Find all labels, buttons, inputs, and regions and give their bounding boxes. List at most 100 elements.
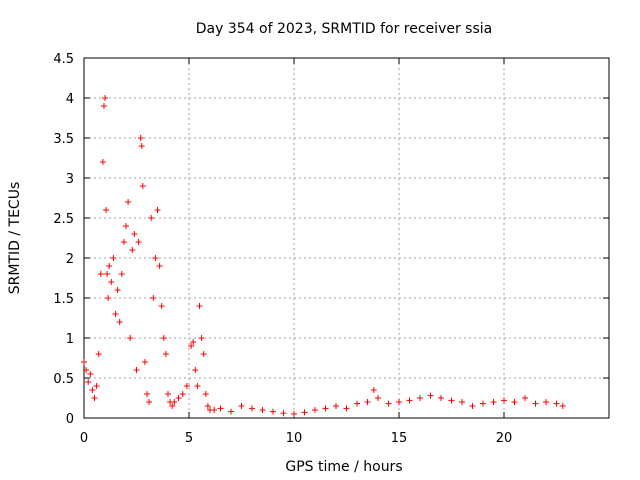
data-point bbox=[448, 397, 455, 404]
data-point bbox=[190, 339, 197, 345]
data-point bbox=[95, 351, 102, 357]
data-point bbox=[118, 271, 125, 277]
data-point bbox=[183, 383, 190, 389]
data-point bbox=[198, 335, 205, 341]
data-point bbox=[141, 359, 148, 365]
y-tick-label: 4.5 bbox=[53, 52, 74, 67]
data-point bbox=[194, 383, 201, 389]
data-point bbox=[322, 405, 329, 412]
data-point bbox=[97, 271, 104, 277]
data-point bbox=[137, 135, 144, 141]
data-point bbox=[154, 207, 161, 213]
data-point bbox=[81, 359, 87, 365]
data-point bbox=[301, 409, 308, 416]
data-point bbox=[543, 399, 549, 405]
data-point bbox=[188, 343, 195, 349]
data-point bbox=[103, 207, 110, 213]
data-point bbox=[211, 407, 218, 413]
data-point bbox=[501, 397, 507, 404]
data-point bbox=[125, 199, 132, 205]
data-point bbox=[112, 311, 119, 317]
data-point bbox=[171, 399, 178, 405]
y-tick-label: 1 bbox=[66, 332, 74, 347]
data-point bbox=[106, 263, 113, 269]
data-point bbox=[123, 223, 129, 229]
data-point bbox=[438, 395, 444, 401]
data-point bbox=[169, 403, 176, 409]
data-point bbox=[93, 383, 100, 389]
data-point bbox=[553, 400, 560, 407]
data-point bbox=[480, 400, 486, 407]
x-tick-label: 10 bbox=[286, 431, 303, 446]
data-point bbox=[152, 255, 159, 261]
data-point bbox=[532, 400, 539, 407]
data-point bbox=[156, 263, 163, 269]
y-tick-label: 2 bbox=[66, 252, 74, 267]
data-point bbox=[148, 215, 155, 221]
data-point bbox=[129, 247, 136, 253]
data-point bbox=[102, 95, 108, 101]
data-point bbox=[138, 143, 145, 149]
chart-title: Day 354 of 2023, SRMTID for receiver ssi… bbox=[196, 21, 492, 37]
data-point bbox=[385, 400, 392, 407]
plot-frame bbox=[83, 57, 610, 419]
data-point bbox=[133, 367, 140, 373]
data-point bbox=[175, 395, 182, 401]
data-point bbox=[139, 183, 146, 189]
data-point bbox=[85, 379, 92, 385]
data-point bbox=[375, 395, 381, 401]
data-point bbox=[200, 351, 207, 357]
data-point bbox=[490, 399, 497, 405]
x-tick-label: 20 bbox=[496, 431, 513, 446]
data-point bbox=[127, 335, 134, 341]
data-point bbox=[522, 395, 528, 401]
data-point bbox=[333, 403, 339, 409]
data-point bbox=[110, 255, 117, 261]
data-point bbox=[162, 351, 169, 357]
data-point bbox=[108, 279, 115, 285]
y-tick-label: 3 bbox=[66, 172, 74, 187]
data-point bbox=[259, 407, 266, 413]
y-tick-label: 3.5 bbox=[53, 132, 74, 147]
data-point bbox=[469, 403, 476, 409]
data-point bbox=[192, 367, 199, 373]
data-point bbox=[91, 395, 98, 401]
data-point bbox=[238, 403, 245, 409]
data-point bbox=[150, 295, 157, 301]
data-point bbox=[89, 387, 96, 393]
x-axis-label: GPS time / hours bbox=[285, 459, 402, 475]
data-point bbox=[158, 303, 165, 309]
data-point bbox=[511, 399, 518, 405]
data-point bbox=[99, 159, 106, 165]
data-point bbox=[165, 391, 171, 397]
data-point bbox=[249, 405, 255, 412]
y-tick-label: 4 bbox=[66, 92, 74, 107]
data-point bbox=[104, 271, 111, 277]
data-point bbox=[280, 410, 287, 417]
x-tick-label: 15 bbox=[391, 431, 408, 446]
data-point bbox=[202, 391, 209, 397]
x-tick-label: 0 bbox=[80, 431, 88, 446]
axis-ticks: 0 0.5 1 1.5 2 2.5 3 3.5 4 4.5 0 5 10 15 20 bbox=[53, 52, 609, 446]
data-point bbox=[144, 391, 150, 397]
data-point bbox=[406, 397, 413, 404]
data-points bbox=[81, 95, 566, 417]
data-point bbox=[87, 371, 94, 377]
data-point bbox=[131, 231, 138, 237]
grid-lines bbox=[84, 58, 609, 418]
data-point bbox=[370, 387, 377, 393]
data-point bbox=[364, 399, 371, 405]
data-point bbox=[116, 319, 123, 325]
data-point bbox=[146, 399, 153, 405]
data-point bbox=[83, 367, 90, 373]
data-point bbox=[312, 407, 318, 413]
data-point bbox=[354, 400, 360, 407]
data-point bbox=[417, 395, 423, 401]
y-tick-label: 0 bbox=[66, 412, 74, 427]
data-point bbox=[114, 287, 121, 293]
data-point bbox=[459, 399, 465, 405]
data-point bbox=[270, 408, 276, 415]
data-point bbox=[120, 239, 127, 245]
